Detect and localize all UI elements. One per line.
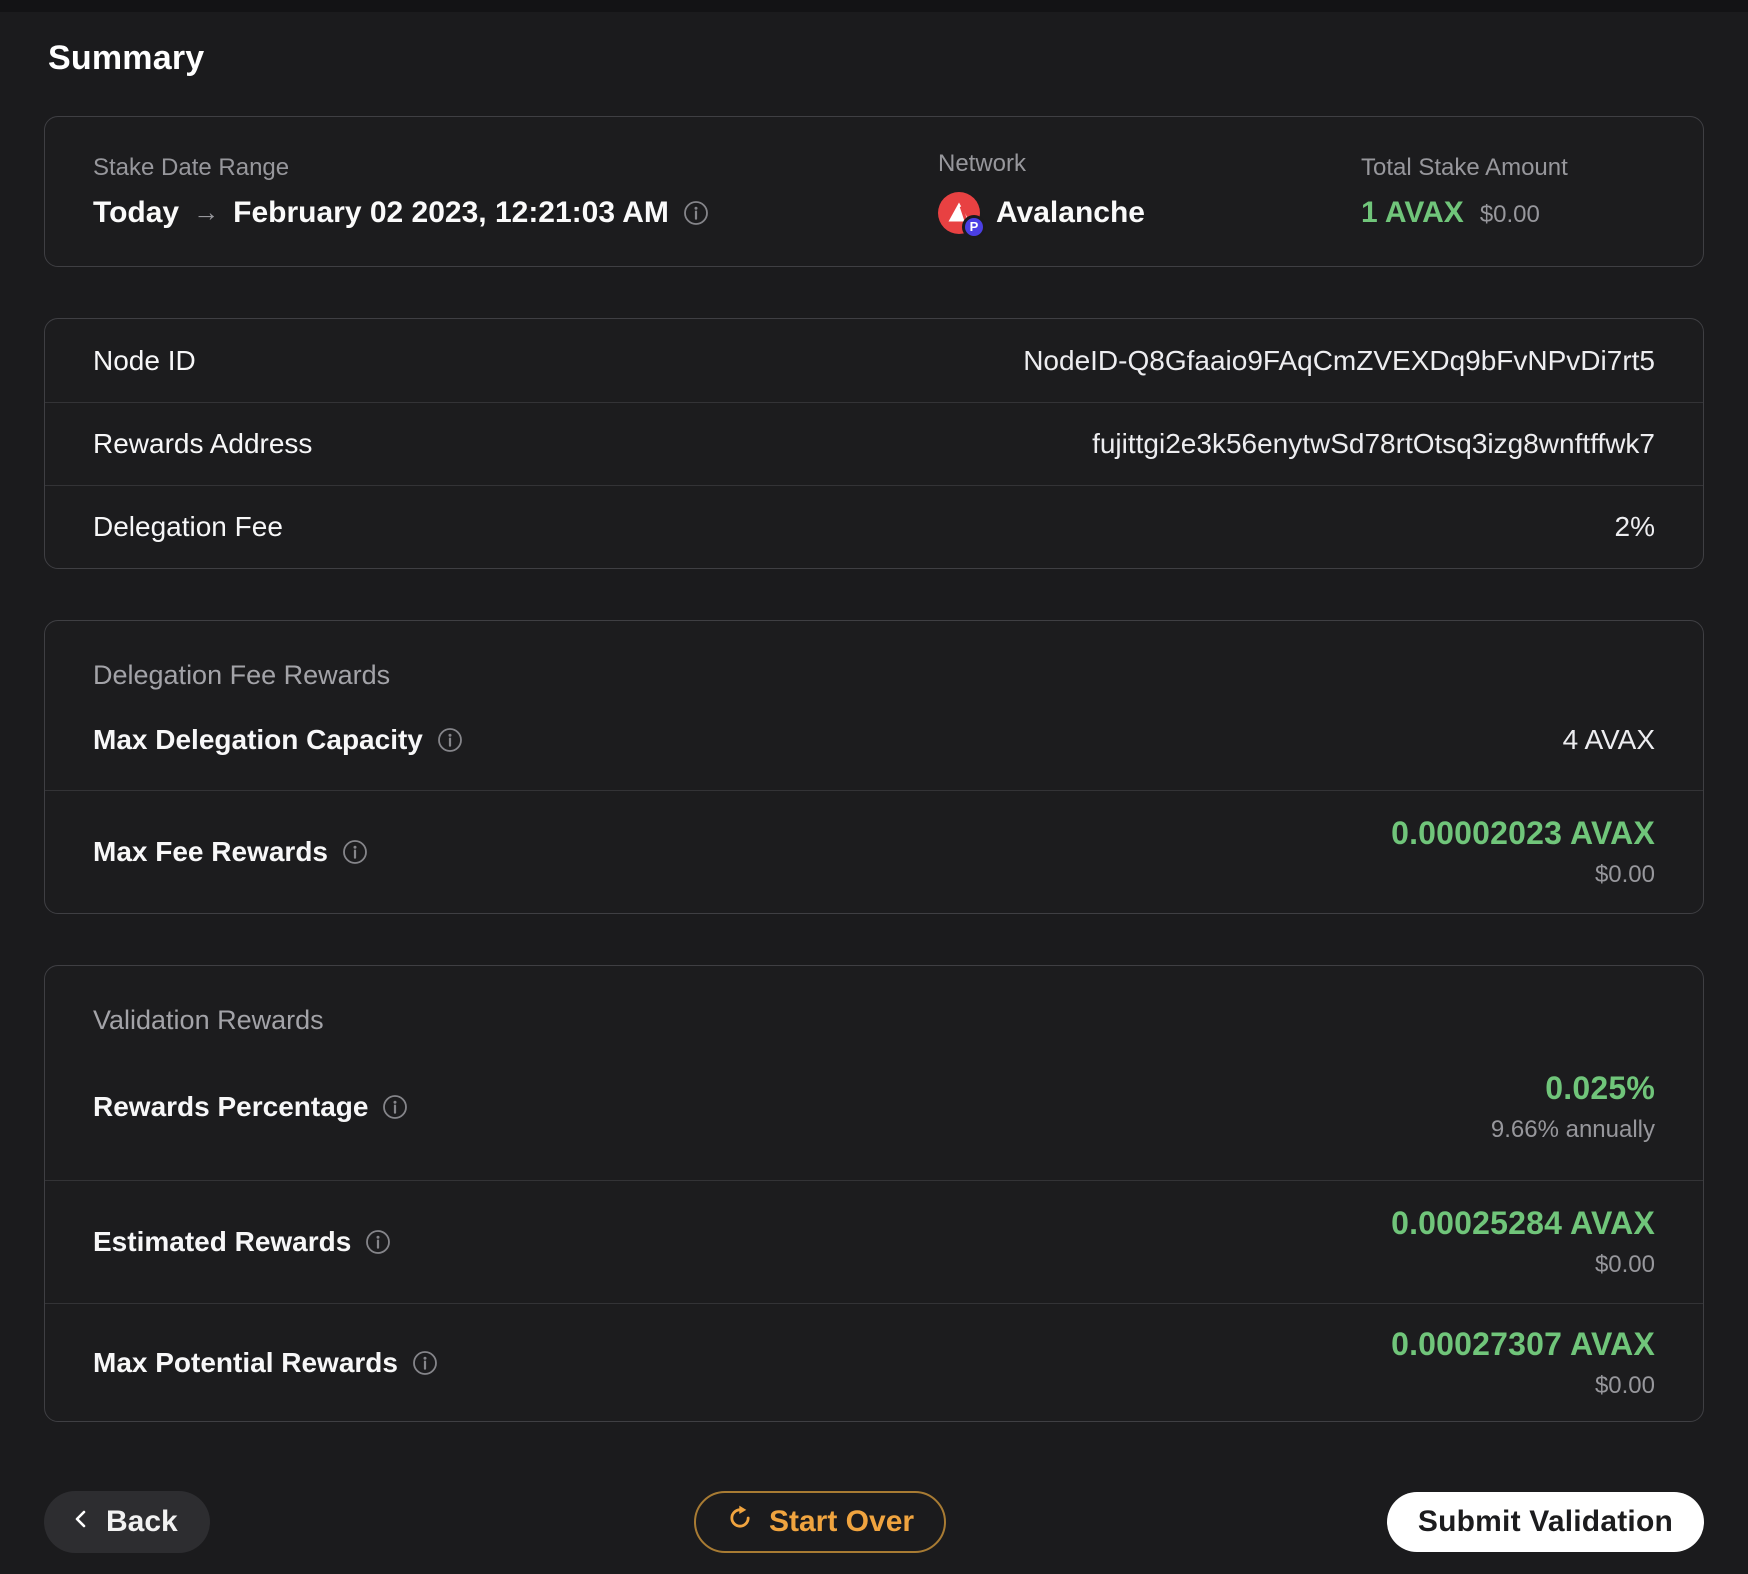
max-potential-rewards-row: Max Potential Rewards 0.00027307 AVAX $0… [93,1304,1655,1421]
chevron-left-icon [70,1505,94,1539]
rewards-address-row: Rewards Address fujittgi2e3k56enytwSd78r… [45,402,1703,485]
max-fee-rewards-value: 0.00002023 AVAX [1391,815,1655,851]
rewards-percentage-value: 0.025% [1545,1070,1655,1106]
max-delegation-capacity-label: Max Delegation Capacity [93,723,423,755]
network-column: Network P Avalanche [938,149,1361,239]
stake-date-range-value: Today → February 02 2023, 12:21:03 AM [93,196,938,230]
delegation-fee-label: Delegation Fee [93,511,283,542]
back-button[interactable]: Back [44,1491,210,1553]
submit-validation-button[interactable]: Submit Validation [1386,1492,1704,1552]
total-stake-fiat: $0.00 [1479,200,1540,228]
stake-date-from: Today [93,195,180,229]
rewards-address-label: Rewards Address [93,428,313,459]
start-over-button[interactable]: Start Over [694,1491,947,1553]
max-fee-rewards-fiat: $0.00 [1594,861,1655,888]
stake-summary-card: Stake Date Range Today → February 02 202… [44,116,1704,267]
delegation-fee-rewards-card: Delegation Fee Rewards Max Delegation Ca… [44,620,1704,914]
node-id-label: Node ID [93,344,196,376]
rewards-percentage-label: Rewards Percentage [93,1091,369,1122]
max-potential-rewards-fiat: $0.00 [1594,1371,1655,1399]
network-label: Network [938,149,1027,177]
p-chain-badge: P [962,214,986,239]
info-icon[interactable] [342,839,368,865]
divider [45,790,1703,791]
total-stake-amount: 1 AVAX [1361,195,1464,229]
stake-date-to: February 02 2023, 12:21:03 AM [233,195,669,229]
arrow-right-icon: → [193,197,220,227]
footer-actions: Back Start Over Submit Validation [44,1491,1704,1553]
rewards-percentage-row: Rewards Percentage 0.025% 9.66% annually [93,1034,1655,1180]
rewards-percentage-annual: 9.66% annually [1490,1116,1655,1143]
validation-rewards-heading: Validation Rewards [93,1005,324,1035]
node-details-card: Node ID NodeID-Q8Gfaaio9FAqCmZVEXDq9bFvN… [44,318,1704,569]
page-title: Summary [48,39,205,77]
summary-page: Summary Stake Date Range Today → Februar… [0,36,1748,1553]
estimated-rewards-fiat: $0.00 [1594,1251,1655,1278]
max-delegation-capacity-row: Max Delegation Capacity 4 AVAX [93,689,1655,790]
info-icon[interactable] [437,727,463,753]
max-delegation-capacity-value: 4 AVAX [1562,723,1655,755]
network-name: Avalanche [996,195,1145,229]
info-icon[interactable] [412,1350,438,1376]
divider [45,1180,1703,1181]
estimated-rewards-value: 0.00025284 AVAX [1391,1205,1655,1241]
total-stake-column: Total Stake Amount 1 AVAX $0.00 [1361,154,1655,230]
submit-validation-label: Submit Validation [1417,1505,1673,1538]
total-stake-label: Total Stake Amount [1361,153,1568,181]
divider [45,1303,1703,1304]
estimated-rewards-label: Estimated Rewards [93,1226,352,1257]
avalanche-logo-icon: P [938,191,986,239]
rewards-address-value: fujittgi2e3k56enytwSd78rtOtsq3izg8wnftff… [1092,428,1655,459]
total-stake-value: 1 AVAX $0.00 [1361,196,1655,230]
max-potential-rewards-value: 0.00027307 AVAX [1391,1325,1655,1362]
refresh-icon [726,1504,754,1540]
stake-date-range-label: Stake Date Range [93,153,290,181]
max-fee-rewards-row: Max Fee Rewards 0.00002023 AVAX $0.00 [93,791,1655,913]
max-fee-rewards-label: Max Fee Rewards [93,836,328,867]
validation-rewards-card: Validation Rewards Rewards Percentage 0.… [44,965,1704,1422]
estimated-rewards-row: Estimated Rewards 0.00025284 AVAX $0.00 [93,1181,1655,1303]
delegation-fee-rewards-heading: Delegation Fee Rewards [93,660,391,690]
back-button-label: Back [106,1505,178,1538]
max-potential-rewards-label: Max Potential Rewards [93,1346,398,1378]
node-id-value: NodeID-Q8Gfaaio9FAqCmZVEXDq9bFvNPvDi7rt5 [1023,344,1655,376]
network-value: P Avalanche [938,191,1361,239]
start-over-button-label: Start Over [769,1505,915,1538]
node-id-row: Node ID NodeID-Q8Gfaaio9FAqCmZVEXDq9bFvN… [45,319,1703,402]
delegation-fee-value: 2% [1614,511,1655,542]
info-icon[interactable] [683,200,709,226]
delegation-fee-row: Delegation Fee 2% [45,485,1703,568]
window-top-edge [0,0,1748,12]
info-icon[interactable] [365,1229,391,1255]
info-icon[interactable] [382,1094,408,1120]
stake-date-range-column: Stake Date Range Today → February 02 202… [93,154,938,230]
